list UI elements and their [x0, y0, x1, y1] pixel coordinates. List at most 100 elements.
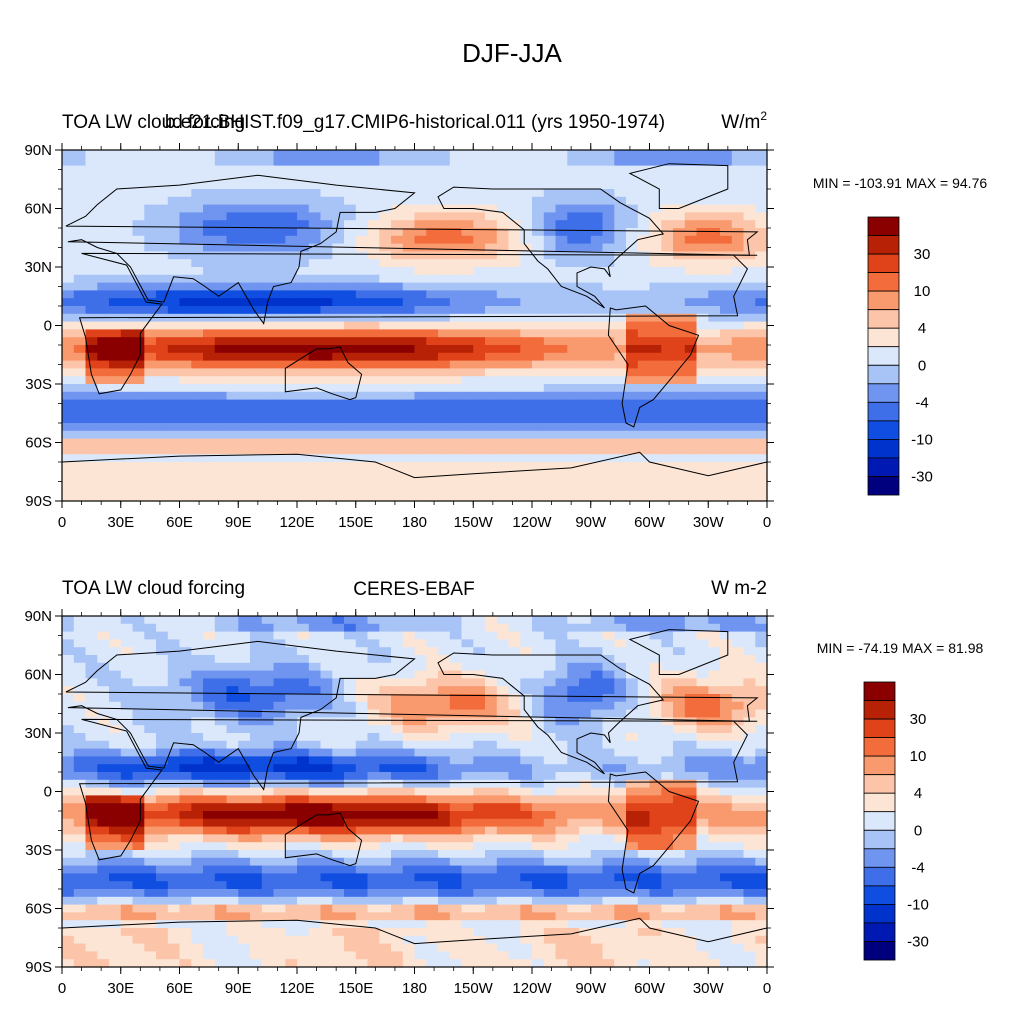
field-cell [755, 740, 768, 750]
field-cell [555, 834, 568, 843]
field-cell [97, 220, 110, 229]
field-cell [461, 477, 474, 486]
field-cell [261, 329, 275, 338]
field-cell [273, 842, 286, 851]
field-cell [156, 150, 169, 159]
field-cell [97, 740, 110, 750]
field-cell [250, 616, 263, 625]
field-cell [332, 701, 345, 711]
field-cell [73, 834, 87, 843]
field-cell [661, 857, 674, 867]
field-cell [661, 321, 674, 330]
field-cell [379, 360, 392, 369]
field-cell [191, 313, 204, 323]
field-cell [614, 290, 627, 299]
field-cell [661, 235, 674, 245]
field-cell [285, 438, 298, 447]
field-cell [144, 477, 157, 486]
field-cell [579, 834, 592, 843]
field-cell [602, 477, 615, 486]
field-cell [344, 623, 357, 633]
field-cell [626, 834, 639, 843]
field-cell [332, 725, 345, 734]
field-cell [156, 477, 169, 486]
field-cell [684, 384, 698, 393]
field-cell [344, 321, 357, 330]
field-cell [85, 764, 98, 773]
field-cell [673, 298, 686, 307]
field-cell [590, 438, 604, 447]
field-cell [614, 631, 627, 640]
field-cell [438, 368, 451, 377]
field-cell [626, 376, 639, 385]
field-cell [637, 454, 651, 463]
colorbar-box [867, 346, 900, 366]
field-cell [355, 391, 369, 401]
field-cell [626, 678, 639, 687]
field-cell [261, 454, 275, 463]
field-cell [696, 438, 709, 447]
field-cell [461, 881, 474, 890]
field-cell [520, 857, 533, 867]
field-cell [673, 850, 686, 859]
field-cell [473, 157, 486, 167]
field-cell [520, 701, 533, 711]
field-cell [649, 811, 662, 820]
field-cell [602, 204, 615, 213]
field-cell [496, 639, 510, 648]
field-cell [273, 306, 286, 315]
field-cell [344, 647, 357, 656]
field-cell [285, 803, 298, 812]
field-cell [73, 725, 87, 734]
field-cell [73, 462, 87, 471]
field-cell [379, 787, 392, 796]
field-cell [156, 881, 169, 890]
field-cell [179, 438, 192, 447]
field-cell [684, 329, 698, 338]
field-cell [637, 298, 651, 307]
field-cell [532, 881, 545, 890]
field-cell [496, 725, 510, 734]
field-cell [637, 647, 651, 656]
field-cell [626, 686, 639, 695]
field-cell [238, 337, 251, 346]
field-cell [214, 298, 228, 307]
field-cell [144, 678, 157, 687]
field-cell [649, 772, 662, 781]
field-cell [379, 639, 392, 648]
field-cell [684, 235, 698, 245]
field-cell [156, 376, 169, 385]
field-cell [355, 446, 369, 455]
field-cell [156, 189, 169, 198]
field-cell [391, 865, 404, 874]
field-cell [673, 616, 686, 625]
field-cell [579, 803, 592, 812]
field-cell [579, 842, 592, 851]
field-cell [73, 407, 87, 416]
field-cell [402, 756, 416, 765]
field-cell [167, 485, 181, 494]
field-cell [637, 430, 651, 440]
field-cell [496, 811, 510, 820]
field-cell [402, 220, 416, 229]
field-cell [555, 623, 568, 633]
field-cell [485, 407, 498, 416]
field-cell [97, 228, 110, 237]
field-cell [567, 438, 580, 447]
field-cell [461, 196, 474, 206]
field-cell [120, 647, 134, 656]
field-cell [720, 150, 733, 159]
field-cell [273, 686, 286, 695]
field-cell [532, 313, 545, 323]
field-cell [673, 733, 686, 742]
field-cell [191, 850, 204, 859]
field-cell [156, 756, 169, 765]
field-cell [214, 709, 228, 718]
field-cell [496, 376, 510, 385]
field-cell [473, 360, 486, 369]
field-cell [355, 352, 369, 362]
field-cell [85, 701, 98, 711]
field-cell [496, 423, 510, 432]
field-cell [367, 157, 380, 167]
field-cell [238, 655, 251, 664]
